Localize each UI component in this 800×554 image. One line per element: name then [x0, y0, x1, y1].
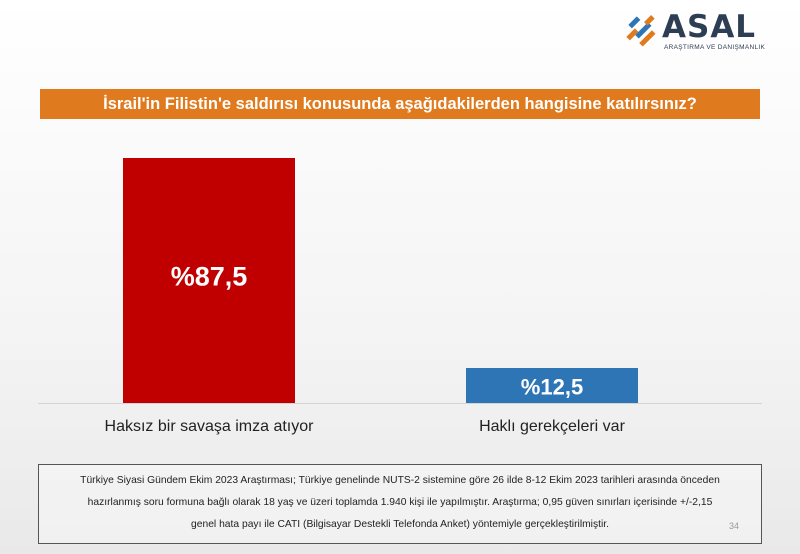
question-banner: İsrail'in Filistin'e saldırısı konusunda… — [40, 89, 760, 119]
methodology-footnote: Türkiye Siyasi Gündem Ekim 2023 Araştırm… — [38, 464, 762, 544]
logo-tagline: ARAŞTIRMA VE DANIŞMANLIK — [664, 44, 766, 51]
bar-chart: %87,5 Haksız bir savaşa imza atıyor %12,5 H… — [38, 158, 762, 435]
logo-name: ASAL — [662, 9, 757, 45]
category-label-2: Haklı gerekçeleri var — [479, 418, 626, 435]
data-label-1: %87,5 — [171, 262, 248, 292]
footnote-line: genel hata payı ile CATI (Bilgisayar Des… — [191, 519, 609, 530]
asal-logo: ASAL ARAŞTIRMA VE DANIŞMANLIK — [624, 10, 774, 56]
logo-mark-icon — [626, 15, 656, 47]
footnote-line: hazırlanmış soru formuna bağlı olarak 18… — [87, 497, 713, 508]
bar-2 — [466, 368, 638, 403]
footnote-line: Türkiye Siyasi Gündem Ekim 2023 Araştırm… — [80, 475, 720, 486]
category-label-1: Haksız bir savaşa imza atıyor — [105, 418, 315, 435]
page-number: 34 — [728, 521, 739, 531]
question-text: İsrail'in Filistin'e saldırısı konusunda… — [103, 94, 697, 113]
data-label-2: %12,5 — [521, 375, 583, 400]
bar-1 — [123, 158, 295, 403]
